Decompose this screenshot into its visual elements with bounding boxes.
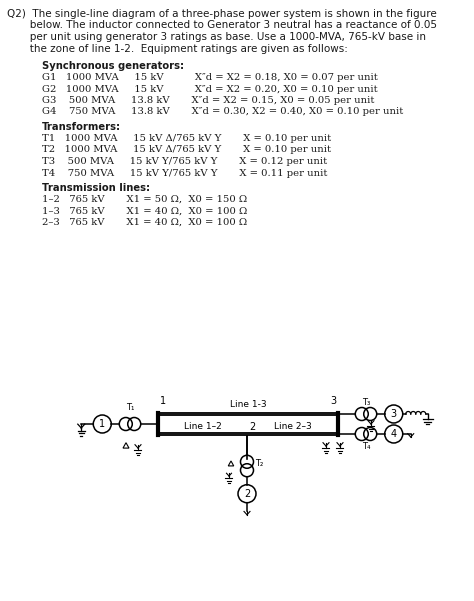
Text: the zone of line 1-2.  Equipment ratings are given as follows:: the zone of line 1-2. Equipment ratings … bbox=[7, 43, 348, 53]
Text: 1–2   765 kV       X1 = 50 Ω,  X0 = 150 Ω: 1–2 765 kV X1 = 50 Ω, X0 = 150 Ω bbox=[42, 195, 247, 204]
Text: below. The inductor connected to Generator 3 neutral has a reactance of 0.05: below. The inductor connected to Generat… bbox=[7, 20, 437, 31]
Text: Q2)  The single-line diagram of a three-phase power system is shown in the figur: Q2) The single-line diagram of a three-p… bbox=[7, 9, 437, 19]
Text: 2: 2 bbox=[249, 422, 255, 432]
Text: 3: 3 bbox=[330, 396, 336, 406]
Text: Synchronous generators:: Synchronous generators: bbox=[42, 61, 184, 71]
Text: T2   1000 MVA     15 kV Δ/765 kV Y       X = 0.10 per unit: T2 1000 MVA 15 kV Δ/765 kV Y X = 0.10 pe… bbox=[42, 145, 331, 154]
Text: Line 1–2: Line 1–2 bbox=[183, 422, 221, 431]
Text: Line 1-3: Line 1-3 bbox=[230, 400, 266, 409]
Text: T₁: T₁ bbox=[126, 403, 134, 412]
Text: T₂: T₂ bbox=[255, 459, 263, 468]
Text: 1–3   765 kV       X1 = 40 Ω,  X0 = 100 Ω: 1–3 765 kV X1 = 40 Ω, X0 = 100 Ω bbox=[42, 207, 247, 216]
Text: G3    500 MVA     13.8 kV       X″d = X2 = 0.15, X0 = 0.05 per unit: G3 500 MVA 13.8 kV X″d = X2 = 0.15, X0 =… bbox=[42, 96, 374, 105]
Text: 2: 2 bbox=[244, 489, 250, 499]
Text: Line 2–3: Line 2–3 bbox=[273, 422, 311, 431]
Text: T3    500 MVA     15 kV Y/765 kV Y       X = 0.12 per unit: T3 500 MVA 15 kV Y/765 kV Y X = 0.12 per… bbox=[42, 157, 327, 166]
Text: 2–3   765 kV       X1 = 40 Ω,  X0 = 100 Ω: 2–3 765 kV X1 = 40 Ω, X0 = 100 Ω bbox=[42, 218, 247, 227]
Text: T₃: T₃ bbox=[362, 398, 370, 407]
Text: G1   1000 MVA     15 kV          X″d = X2 = 0.18, X0 = 0.07 per unit: G1 1000 MVA 15 kV X″d = X2 = 0.18, X0 = … bbox=[42, 73, 378, 82]
Text: 4: 4 bbox=[391, 429, 397, 439]
Text: Transformers:: Transformers: bbox=[42, 122, 121, 132]
Text: G2   1000 MVA     15 kV          X″d = X2 = 0.20, X0 = 0.10 per unit: G2 1000 MVA 15 kV X″d = X2 = 0.20, X0 = … bbox=[42, 85, 378, 94]
Text: T1   1000 MVA     15 kV Δ/765 kV Y       X = 0.10 per unit: T1 1000 MVA 15 kV Δ/765 kV Y X = 0.10 pe… bbox=[42, 134, 331, 143]
Text: 1: 1 bbox=[160, 396, 166, 406]
Text: T₄: T₄ bbox=[362, 442, 370, 451]
Text: G4    750 MVA     13.8 kV       X″d = 0.30, X2 = 0.40, X0 = 0.10 per unit: G4 750 MVA 13.8 kV X″d = 0.30, X2 = 0.40… bbox=[42, 108, 403, 117]
Text: per unit using generator 3 ratings as base. Use a 1000-MVA, 765-kV base in: per unit using generator 3 ratings as ba… bbox=[7, 32, 426, 42]
Text: 3: 3 bbox=[391, 409, 397, 419]
Text: 1: 1 bbox=[99, 419, 105, 429]
Text: T4    750 MVA     15 kV Y/765 kV Y       X = 0.11 per unit: T4 750 MVA 15 kV Y/765 kV Y X = 0.11 per… bbox=[42, 168, 328, 177]
Text: Transmission lines:: Transmission lines: bbox=[42, 183, 150, 193]
